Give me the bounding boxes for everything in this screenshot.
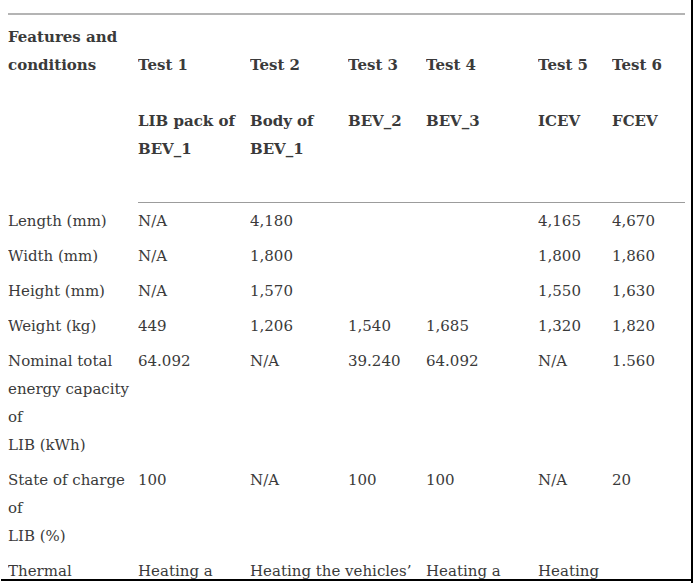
cell-width-test4 xyxy=(426,238,538,273)
cell-soc-test4: 100 xyxy=(426,462,538,553)
cell-width-test1: N/A xyxy=(138,238,250,273)
test-5-subject: ICEV xyxy=(538,107,606,135)
cell-soc-test5: N/A xyxy=(538,462,612,553)
cell-height-test5: 1,550 xyxy=(538,273,612,308)
row-feature-label: Width (mm) xyxy=(8,238,138,273)
test-1-subject: LIB pack of BEV_1 xyxy=(138,107,244,163)
table-row-height: Height (mm) N/A 1,570 1,550 1,630 xyxy=(8,273,685,308)
figure-frame-bottom-border xyxy=(1,579,693,581)
cell-height-test3 xyxy=(348,273,426,308)
cell-length-test4 xyxy=(426,203,538,239)
header-test-4: Test 4 BEV_3 xyxy=(426,14,538,203)
row-feature-label: Height (mm) xyxy=(8,273,138,308)
header-row: Features and conditions Test 1 LIB pack … xyxy=(8,14,685,203)
cell-weight-test2: 1,206 xyxy=(250,308,348,343)
vehicle-fire-test-table: Features and conditions Test 1 LIB pack … xyxy=(8,13,685,583)
header-test-2: Test 2 Body of BEV_1 xyxy=(250,14,348,203)
test-4-label: Test 4 xyxy=(426,51,532,79)
row-feature-label: Weight (kg) xyxy=(8,308,138,343)
header-test-5: Test 5 ICEV xyxy=(538,14,612,203)
cell-width-test6: 1,860 xyxy=(612,238,685,273)
cell-length-test2: 4,180 xyxy=(250,203,348,239)
header-test-1: Test 1 LIB pack of BEV_1 xyxy=(138,14,250,203)
cell-soc-test6: 20 xyxy=(612,462,685,553)
cell-capacity-test5: N/A xyxy=(538,343,612,462)
test-4-subject: BEV_3 xyxy=(426,107,532,135)
cell-capacity-test1: 64.092 xyxy=(138,343,250,462)
cell-width-test3 xyxy=(348,238,426,273)
cell-weight-test6: 1,820 xyxy=(612,308,685,343)
header-features-and-conditions: Features and conditions xyxy=(8,14,138,203)
cell-soc-test2: N/A xyxy=(250,462,348,553)
table-row-state-of-charge: State of charge of LIB (%) 100 N/A 100 1… xyxy=(8,462,685,553)
cell-length-test1: N/A xyxy=(138,203,250,239)
test-3-label: Test 3 xyxy=(348,51,420,79)
test-3-subject: BEV_2 xyxy=(348,107,420,135)
test-1-label: Test 1 xyxy=(138,51,244,79)
table-row-length: Length (mm) N/A 4,180 4,165 4,670 xyxy=(8,203,685,239)
cell-length-test3 xyxy=(348,203,426,239)
cell-capacity-test6: 1.560 xyxy=(612,343,685,462)
cell-weight-test1: 449 xyxy=(138,308,250,343)
cell-soc-test1: 100 xyxy=(138,462,250,553)
paper-table-figure: Features and conditions Test 1 LIB pack … xyxy=(0,0,693,583)
table-body: Length (mm) N/A 4,180 4,165 4,670 Width … xyxy=(8,203,685,583)
table-row-width: Width (mm) N/A 1,800 1,800 1,860 xyxy=(8,238,685,273)
cell-width-test5: 1,800 xyxy=(538,238,612,273)
header-test-6: Test 6 FCEV xyxy=(612,14,685,203)
row-feature-label: Nominal total energy capacity of LIB (kW… xyxy=(8,343,138,462)
cell-weight-test3: 1,540 xyxy=(348,308,426,343)
cell-weight-test5: 1,320 xyxy=(538,308,612,343)
cell-height-test4 xyxy=(426,273,538,308)
cell-weight-test4: 1,685 xyxy=(426,308,538,343)
table-header: Features and conditions Test 1 LIB pack … xyxy=(8,14,685,203)
cell-capacity-test3: 39.240 xyxy=(348,343,426,462)
cell-capacity-test2: N/A xyxy=(250,343,348,462)
table-row-energy-capacity: Nominal total energy capacity of LIB (kW… xyxy=(8,343,685,462)
cell-soc-test3: 100 xyxy=(348,462,426,553)
test-6-label: Test 6 xyxy=(612,51,679,79)
cell-height-test6: 1,630 xyxy=(612,273,685,308)
cell-length-test5: 4,165 xyxy=(538,203,612,239)
cell-height-test1: N/A xyxy=(138,273,250,308)
cell-width-test2: 1,800 xyxy=(250,238,348,273)
test-5-label: Test 5 xyxy=(538,51,606,79)
row-feature-label: Length (mm) xyxy=(8,203,138,239)
test-2-label: Test 2 xyxy=(250,51,342,79)
cell-length-test6: 4,670 xyxy=(612,203,685,239)
row-feature-label: State of charge of LIB (%) xyxy=(8,462,138,553)
cell-height-test2: 1,570 xyxy=(250,273,348,308)
header-test-3: Test 3 BEV_2 xyxy=(348,14,426,203)
table-row-weight: Weight (kg) 449 1,206 1,540 1,685 1,320 … xyxy=(8,308,685,343)
test-6-subject: FCEV xyxy=(612,107,679,135)
test-2-subject: Body of BEV_1 xyxy=(250,107,342,163)
cell-capacity-test4: 64.092 xyxy=(426,343,538,462)
